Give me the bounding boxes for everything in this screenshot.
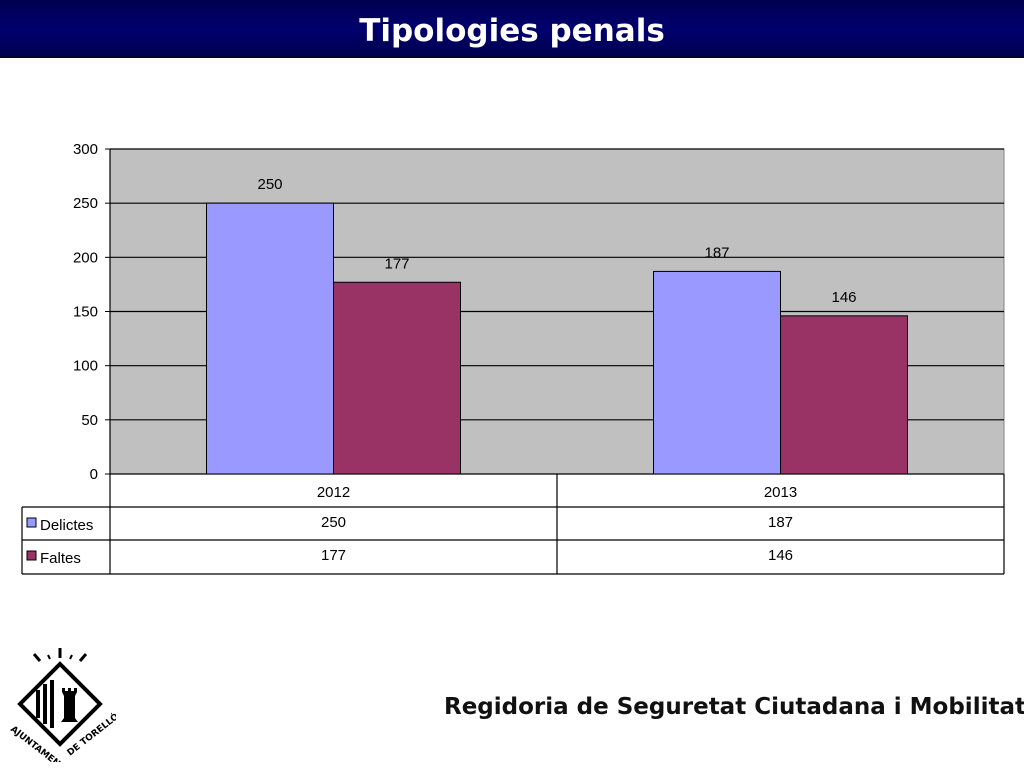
legend-swatch-delictes [26, 517, 37, 528]
footer-part-3: i Mobilitat [893, 694, 1024, 720]
table-cell-faltes-2013: 146 [768, 547, 793, 564]
bar-faltes-2012 [333, 281, 461, 475]
ajuntament-logo: AJUNTAMENT DE TORELLÓ [4, 644, 121, 768]
title-bar [0, 0, 1024, 58]
y-tick-label: 50 [81, 412, 98, 429]
footer-department: Regidoria de Seguretat Ciutadana i Mobil… [444, 694, 1024, 720]
bar-delictes-2013 [653, 270, 781, 475]
bar-delictes-2012 [206, 202, 334, 475]
data-label-delictes-2013: 187 [704, 244, 729, 261]
y-tick-label: 100 [73, 358, 98, 375]
legend-label-faltes: Faltes [40, 550, 81, 567]
x-category-label-2013: 2013 [764, 484, 797, 501]
bar-chart: 0 50 100 150 200 250 300 250 177 187 146 2012 2013 De… [21, 141, 1005, 575]
data-label-faltes-2013: 146 [831, 289, 856, 306]
y-tick-label: 150 [73, 304, 98, 321]
slide-title: Tipologies penals [359, 13, 665, 49]
data-label-delictes-2012: 250 [257, 176, 282, 193]
table-cell-delictes-2012: 250 [321, 514, 346, 531]
x-category-label-2012: 2012 [317, 484, 350, 501]
bar-faltes-2013 [780, 315, 908, 475]
y-tick-label: 300 [73, 141, 98, 158]
y-tick-label: 200 [73, 249, 98, 266]
y-tick-label: 250 [73, 195, 98, 212]
footer-part-2: Ciutadana [754, 694, 886, 720]
data-label-faltes-2012: 177 [384, 255, 409, 272]
y-tick-label: 0 [90, 466, 98, 483]
legend-label-delictes: Delictes [40, 517, 93, 534]
table-cell-faltes-2012: 177 [321, 547, 346, 564]
footer-part-1: Regidoria de Seguretat [444, 694, 747, 720]
legend-swatch-faltes [26, 550, 37, 561]
table-cell-delictes-2013: 187 [768, 514, 793, 531]
